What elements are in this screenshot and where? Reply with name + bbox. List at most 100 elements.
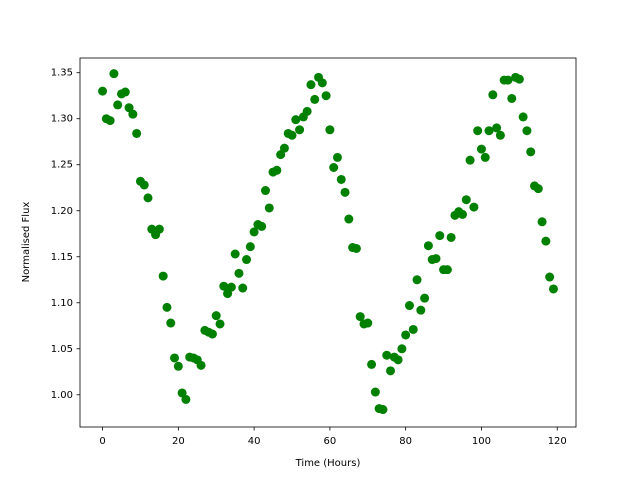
scatter-point xyxy=(238,283,248,293)
scatter-point xyxy=(401,330,411,340)
scatter-point xyxy=(245,242,255,252)
scatter-point xyxy=(412,275,422,285)
scatter-point xyxy=(397,344,407,354)
scatter-point xyxy=(98,86,108,96)
y-tick-label: 1.15 xyxy=(51,252,73,263)
scatter-point xyxy=(242,255,252,265)
scatter-point xyxy=(287,130,297,140)
x-tick-label: 100 xyxy=(472,436,491,447)
scatter-point xyxy=(257,221,267,231)
scatter-point xyxy=(234,268,244,278)
scatter-point xyxy=(492,123,502,133)
plot-frame xyxy=(79,57,577,428)
x-tick-label: 0 xyxy=(99,436,105,447)
scatter-point xyxy=(370,387,380,397)
scatter-point xyxy=(495,130,505,140)
scatter-point xyxy=(351,243,361,253)
scatter-point xyxy=(378,405,388,415)
scatter-point xyxy=(310,94,320,104)
scatter-point xyxy=(105,116,115,126)
scatter-point xyxy=(306,80,316,90)
y-tick-label: 1.05 xyxy=(51,344,73,355)
scatter-point xyxy=(431,254,441,264)
scatter-point xyxy=(404,301,414,311)
scatter-point xyxy=(260,186,270,196)
scatter-point xyxy=(139,180,149,190)
x-tick-label: 80 xyxy=(399,436,412,447)
scatter-point xyxy=(442,265,452,275)
scatter-point xyxy=(196,360,206,370)
scatter-point xyxy=(503,75,513,85)
scatter-point xyxy=(469,202,479,212)
scatter-point xyxy=(321,91,331,101)
scatter-point xyxy=(279,143,289,153)
scatter-point xyxy=(344,214,354,224)
scatter-point xyxy=(336,174,346,184)
scatter-point xyxy=(476,144,486,154)
scatter-point xyxy=(386,366,396,376)
scatter-point xyxy=(435,231,445,241)
scatter-point xyxy=(329,163,339,173)
y-tick-label: 1.30 xyxy=(51,114,73,125)
scatter-point xyxy=(272,165,282,175)
scatter-point xyxy=(113,100,123,110)
scatter-point xyxy=(158,271,168,281)
y-tick-label: 1.00 xyxy=(51,390,73,401)
scatter-point xyxy=(143,193,153,203)
scatter-point xyxy=(325,125,335,135)
scatter-point xyxy=(461,195,471,205)
scatter-point xyxy=(109,69,119,79)
x-tick-label: 20 xyxy=(172,436,185,447)
scatter-point xyxy=(420,293,430,303)
scatter-point xyxy=(446,232,456,242)
scatter-point xyxy=(162,302,172,312)
scatter-point xyxy=(295,125,305,135)
scatter-point xyxy=(363,318,373,328)
x-tick-label: 40 xyxy=(248,436,261,447)
x-tick-label: 60 xyxy=(324,436,337,447)
scatter-point xyxy=(518,112,528,122)
scatter-point xyxy=(317,78,327,88)
scatter-point xyxy=(154,224,164,234)
scatter-point xyxy=(120,87,130,97)
scatter-point xyxy=(533,184,543,194)
scatter-point xyxy=(537,217,547,227)
scatter-point xyxy=(522,126,532,136)
scatter-point xyxy=(541,236,551,246)
scatter-point xyxy=(473,126,483,136)
scatter-point xyxy=(480,152,490,162)
scatter-point xyxy=(226,282,236,292)
scatter-point xyxy=(181,394,191,404)
x-axis-label: Time (Hours) xyxy=(295,458,361,469)
scatter-point xyxy=(219,281,229,291)
x-tick-label: 120 xyxy=(548,436,567,447)
scatter-point xyxy=(382,350,392,360)
scatter-point xyxy=(207,329,217,339)
scatter-point xyxy=(355,312,365,322)
y-tick-label: 1.25 xyxy=(51,160,73,171)
scatter-point xyxy=(128,109,138,119)
scatter-point xyxy=(173,361,183,371)
scatter-point xyxy=(488,90,498,100)
scatter-point xyxy=(507,93,517,103)
scatter-point xyxy=(211,311,221,321)
scatter-point xyxy=(332,152,342,162)
scatter-point xyxy=(215,319,225,329)
scatter-point xyxy=(264,203,274,213)
scatter-point xyxy=(423,241,433,251)
scatter-point xyxy=(548,284,558,294)
scatter-point xyxy=(340,187,350,197)
scatter-point xyxy=(302,106,312,116)
scatter-point xyxy=(458,209,468,219)
scatter-point xyxy=(291,115,301,125)
scatter-point xyxy=(170,353,180,363)
scatter-point xyxy=(484,126,494,136)
scatter-point xyxy=(514,74,524,84)
scatter-point xyxy=(166,318,176,328)
y-tick-label: 1.20 xyxy=(51,206,73,217)
scatter-point xyxy=(416,305,426,315)
scatter-point xyxy=(367,359,377,369)
y-tick-label: 1.35 xyxy=(51,68,73,79)
scatter-point xyxy=(545,272,555,282)
